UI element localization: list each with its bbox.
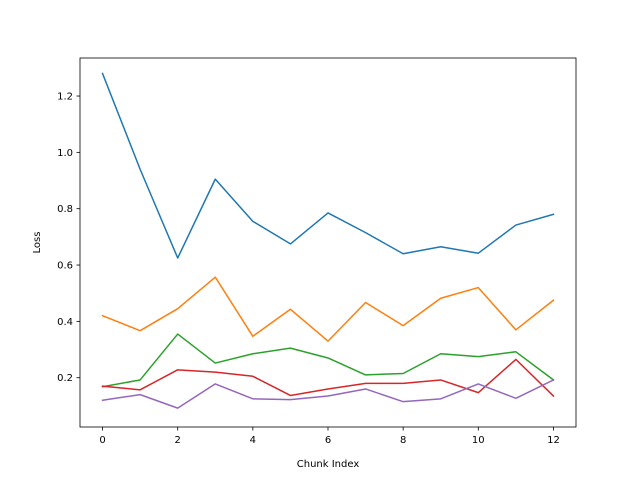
y-tick-label: 0.2 [57,373,73,384]
y-tick-label: 0.4 [57,317,73,328]
x-tick-label: 6 [325,435,331,446]
series-layer [101,72,555,409]
y-axis-label: Loss [32,232,43,254]
x-tick-label: 12 [547,435,560,446]
y-tick-label: 1.0 [57,148,73,159]
x-tick-label: 10 [472,435,485,446]
series-line-4 [101,378,555,409]
y-axis-ticks: 0.2 0.4 0.6 0.8 1.0 1.2 [57,92,80,384]
series-line-3 [101,358,555,398]
x-tick-label: 4 [250,435,256,446]
y-tick-label: 1.2 [57,92,73,103]
series-line-1 [101,276,555,342]
x-tick-label: 8 [400,435,406,446]
y-tick-label: 0.8 [57,204,73,215]
y-tick-label: 0.6 [57,261,73,272]
x-axis-ticks: 0 2 4 6 8 10 12 [99,427,560,446]
x-axis-label: Chunk Index [297,459,360,470]
x-tick-label: 0 [99,435,105,446]
series-line-0 [101,72,555,259]
series-line-2 [101,333,555,388]
x-tick-label: 2 [175,435,181,446]
